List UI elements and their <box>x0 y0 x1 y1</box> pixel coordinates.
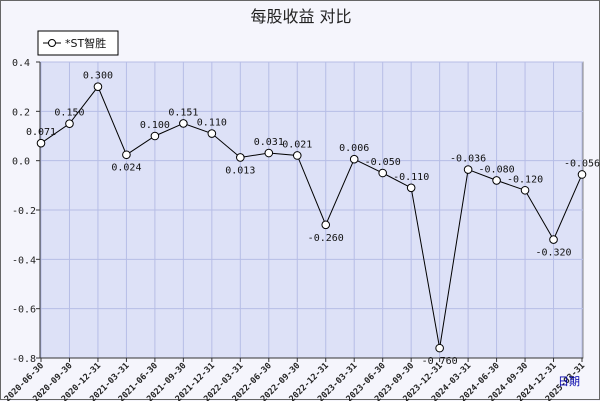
y-tick-label: -0.2 <box>12 206 36 217</box>
y-tick-label: -0.6 <box>12 305 36 316</box>
data-point-marker <box>549 235 558 244</box>
data-label: -0.080 <box>479 164 515 175</box>
y-tick-label: -0.4 <box>12 255 36 266</box>
data-point-marker <box>321 220 331 230</box>
data-label: 0.013 <box>225 165 255 176</box>
data-label: 0.151 <box>168 107 198 118</box>
data-point-marker <box>577 170 587 179</box>
y-tick-label: 0.2 <box>12 107 30 118</box>
chart-title: 每股收益 对比 <box>250 7 351 26</box>
data-point-marker <box>150 131 160 141</box>
data-label: -0.120 <box>507 174 543 185</box>
data-point-marker <box>122 150 131 160</box>
legend: *ST智胜 <box>37 30 119 56</box>
data-label: -0.050 <box>365 157 401 168</box>
y-axis: 0.4 0.2 0.0 -0.2 -0.4 -0.6 -0.8 <box>12 58 41 365</box>
data-point-marker <box>349 154 359 164</box>
data-label: -0.110 <box>393 172 429 183</box>
data-label: 0.300 <box>83 71 113 82</box>
series-polyline <box>40 85 583 349</box>
data-label: -0.056 <box>564 158 600 169</box>
data-point-marker <box>406 183 416 193</box>
data-point-marker <box>520 185 530 195</box>
data-point-marker <box>179 119 188 128</box>
data-point-marker <box>463 165 473 174</box>
data-point-marker <box>378 168 387 178</box>
legend-marker-icon <box>48 39 56 47</box>
data-label: -0.036 <box>450 154 486 165</box>
x-axis: 2020-06-302020-09-302020-12-312021-03-31… <box>3 357 587 401</box>
y-tick-label: 0.0 <box>12 157 30 168</box>
series-line <box>36 82 587 353</box>
data-point-marker <box>492 176 501 185</box>
data-label: 0.071 <box>26 127 56 138</box>
data-point-marker <box>292 151 302 160</box>
data-point-marker <box>207 129 217 138</box>
data-label: 0.150 <box>54 108 84 119</box>
data-point-marker <box>264 148 274 158</box>
data-label: 0.021 <box>282 139 312 150</box>
data-point-marker <box>435 343 444 353</box>
y-tick-label: -0.8 <box>12 354 36 365</box>
data-label: 0.031 <box>254 137 284 148</box>
legend-series-name: *ST智胜 <box>65 36 106 50</box>
data-label: -0.260 <box>308 233 344 244</box>
x-axis-title: 日期 <box>558 375 580 388</box>
data-label: 0.006 <box>339 143 369 154</box>
y-tick-label: 0.4 <box>12 58 30 69</box>
data-label: 0.110 <box>197 118 227 129</box>
data-label: -0.760 <box>422 356 458 367</box>
data-label: 0.100 <box>140 120 170 131</box>
data-label: -0.320 <box>535 248 571 259</box>
data-point-marker <box>65 119 74 128</box>
data-point-marker <box>236 153 245 162</box>
data-point-marker <box>93 82 103 91</box>
data-point-marker <box>36 138 46 148</box>
data-label: 0.024 <box>111 163 141 174</box>
